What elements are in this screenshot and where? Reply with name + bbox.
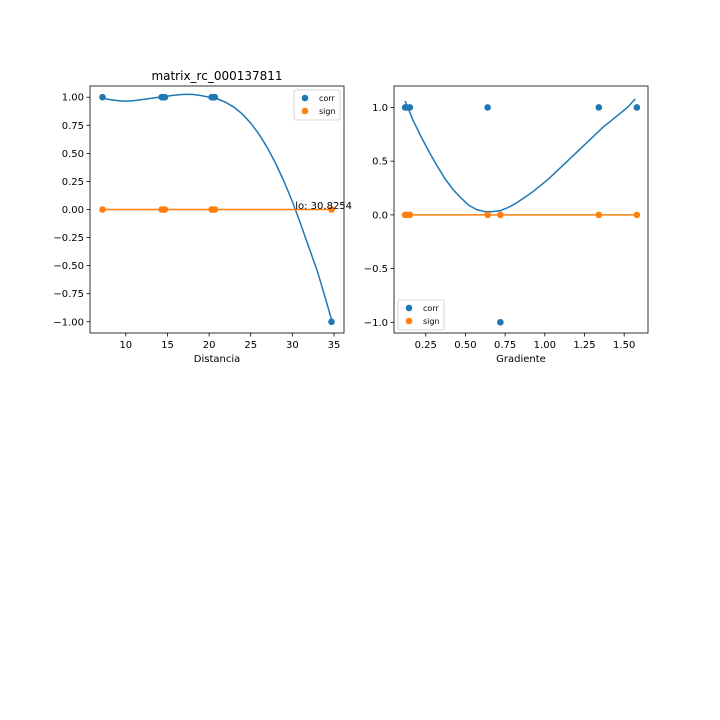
x-tick-label: 15 [161,340,174,351]
threshold-annotation: lo: 30.8254 [295,201,352,212]
x-tick-label: 30 [286,340,299,351]
data-point-corr [328,318,335,326]
data-point-corr [484,104,491,111]
data-point-corr [406,104,414,111]
legend-marker-corr [405,304,413,312]
chart-title: matrix_rc_000137811 [151,69,282,83]
y-tick-label: 0.0 [372,210,388,221]
data-point-corr [595,104,603,111]
chart-1: matrix_rc_000137811 10 15 20 25 30 35 −1.00 −0.7… [53,69,352,365]
y-tick-label: 0.75 [62,121,84,132]
axes-frame [393,85,649,334]
y-tick-label: 0.25 [62,177,84,188]
data-point-sign [406,211,414,219]
x-tick-label: 35 [328,340,341,351]
legend-marker-corr [301,94,309,102]
legend-label-corr: corr [319,94,335,103]
data-point-sign [497,211,504,219]
data-point-sign [595,211,603,219]
data-point-sign [328,206,335,213]
x-tick-label: 20 [203,340,216,351]
x-axis-label: Gradiente [496,354,546,365]
legend-marker-sign [405,317,413,325]
legend: corr sign [293,89,341,121]
y-tick-label: −0.50 [53,261,84,272]
y-tick-label: 1.0 [372,103,388,114]
data-point-sign [99,206,106,213]
chart-2: 0.25 0.50 0.75 1.00 1.25 1.50 −1.0 −0.5 0.0 0.5 1.… [364,85,649,365]
x-tick-label: 1.50 [613,340,635,351]
data-point-corr [211,93,219,101]
x-tick-label: 1.00 [534,340,556,351]
y-tick-label: 0.00 [62,205,84,216]
y-tick-label: 1.00 [62,93,84,104]
y-tick-label: 0.5 [372,157,388,168]
fit-line-corr [404,98,636,213]
legend-label-corr: corr [423,304,439,313]
x-tick-label: 0.25 [415,340,437,351]
data-point-sign [161,206,169,213]
data-point-sign [211,206,219,213]
data-point-corr [161,93,169,101]
x-tick-label: 1.25 [573,340,595,351]
axes-frame [89,85,345,334]
y-tick-label: −1.0 [364,318,388,329]
y-tick-label: 0.50 [62,149,84,160]
x-axis-label: Distancia [194,354,240,365]
data-point-corr [633,104,641,111]
x-tick-label: 25 [244,340,257,351]
y-tick-label: −0.25 [53,233,84,244]
data-point-sign [484,211,491,219]
legend-label-sign: sign [319,107,336,116]
y-tick-label: −1.00 [53,317,84,328]
legend-label-sign: sign [423,317,440,326]
data-point-corr [497,318,504,326]
y-tick-label: −0.5 [364,264,388,275]
data-point-sign [633,211,641,219]
data-point-corr [99,93,106,101]
x-tick-label: 0.50 [454,340,476,351]
x-tick-label: 0.75 [494,340,516,351]
legend: corr sign [397,299,445,331]
legend-marker-sign [301,107,309,115]
y-tick-label: −0.75 [53,289,84,300]
x-tick-label: 10 [119,340,132,351]
